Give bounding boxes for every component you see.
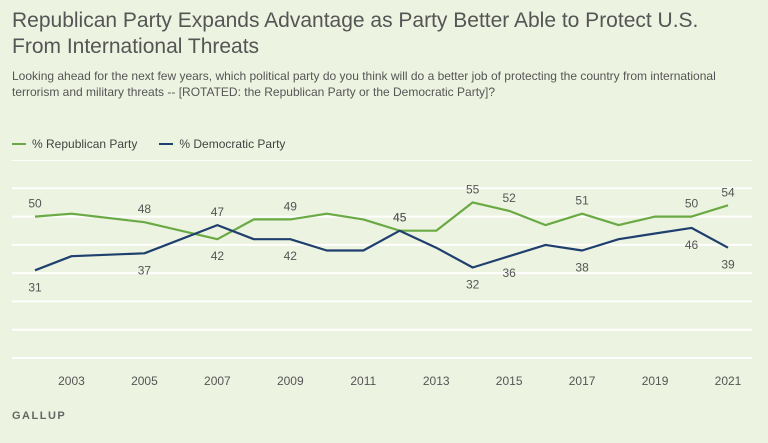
data-label-democratic: 46	[685, 238, 699, 252]
data-label-republican: 55	[466, 182, 480, 196]
x-tick-label: 2015	[496, 374, 523, 388]
data-label-democratic: 37	[138, 263, 152, 277]
legend-label-democratic: % Democratic Party	[179, 137, 286, 151]
data-label-democratic: 32	[466, 277, 480, 291]
data-label-republican: 42	[211, 249, 225, 263]
x-tick-label: 2013	[423, 374, 450, 388]
data-label-republican: 54	[721, 185, 735, 199]
chart-subtitle: Looking ahead for the next few years, wh…	[12, 69, 716, 99]
data-label-republican: 51	[575, 194, 589, 208]
data-label-republican: 45	[393, 211, 407, 225]
data-label-democratic: 31	[28, 280, 42, 294]
x-tick-label: 2003	[58, 374, 85, 388]
series-line-democratic	[34, 224, 729, 272]
x-tick-label: 2007	[204, 374, 231, 388]
x-tick-label: 2005	[131, 374, 158, 388]
x-tick-label: 2021	[715, 374, 742, 388]
series-line-republican	[34, 201, 729, 241]
legend-label-republican: % Republican Party	[32, 137, 138, 151]
legend-item-democratic: % Democratic Party	[159, 137, 285, 151]
data-label-republican: 50	[685, 197, 699, 211]
legend-swatch-republican	[12, 143, 26, 145]
legend-swatch-democratic	[159, 143, 174, 145]
data-label-democratic: 47	[211, 205, 225, 219]
x-tick-label: 2017	[569, 374, 596, 388]
x-tick-label: 2011	[350, 374, 376, 388]
x-tick-label: 2009	[277, 374, 304, 388]
x-tick-label: 2019	[642, 374, 669, 388]
data-label-democratic: 36	[502, 266, 516, 280]
data-label-republican: 52	[502, 191, 516, 205]
data-label-democratic: 45	[393, 211, 407, 225]
data-label-republican: 50	[28, 197, 42, 211]
line-chart: 2003 2005 2007 2009 2011 2013 2015 2017 2019 2021…	[12, 160, 752, 388]
chart-legend: % Republican Party % Democratic Party	[12, 137, 285, 151]
data-label-republican: 48	[138, 202, 152, 216]
data-label-democratic: 39	[721, 258, 735, 272]
chart-title: Republican Party Expands Advantage as Pa…	[12, 9, 699, 58]
data-label-republican: 49	[284, 199, 298, 213]
legend-item-republican: % Republican Party	[12, 137, 137, 151]
source-label: GALLUP	[12, 410, 67, 422]
data-label-democratic: 42	[284, 249, 298, 263]
data-label-democratic: 38	[575, 261, 589, 275]
